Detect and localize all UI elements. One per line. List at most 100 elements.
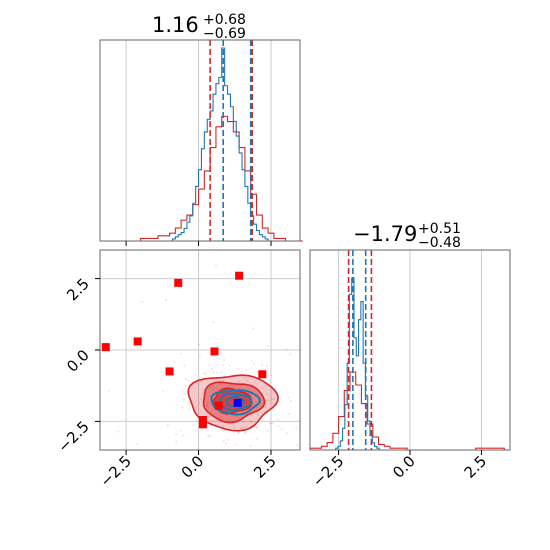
scatter-point <box>141 301 144 304</box>
histogram-param-1 <box>99 39 303 246</box>
scatter-point <box>245 380 247 383</box>
scatter-point <box>219 416 222 419</box>
scatter-point <box>184 384 187 387</box>
scatter-point <box>215 387 218 389</box>
scatter-point <box>107 389 110 392</box>
scatter-point <box>188 408 191 410</box>
scatter-point <box>228 364 231 367</box>
joint-ytick-label-0: −2.5 <box>54 418 92 456</box>
scatter-point <box>188 402 191 405</box>
scatter-point <box>198 343 200 346</box>
scatter-point <box>260 412 263 415</box>
scatter-point <box>277 425 280 428</box>
scatter-point <box>203 371 205 374</box>
red-square-marker-7 <box>214 401 223 410</box>
scatter-point <box>206 404 209 407</box>
scatter-point <box>265 404 267 407</box>
scatter-point <box>209 424 212 427</box>
scatter-point <box>209 435 212 437</box>
hist2-blue-series <box>335 277 380 450</box>
scatter-point <box>217 389 220 391</box>
scatter-point <box>242 421 245 424</box>
param-1-upper-error: +0.68 <box>203 12 246 28</box>
scatter-point <box>206 401 209 404</box>
scatter-point <box>176 461 178 463</box>
scatter-point <box>204 398 207 401</box>
scatter-point <box>222 379 225 382</box>
scatter-point <box>252 327 255 330</box>
scatter-point <box>267 399 270 402</box>
joint-inner <box>79 264 430 463</box>
scatter-point <box>243 377 246 379</box>
scatter-point <box>267 429 270 432</box>
scatter-point <box>268 422 271 425</box>
scatter-point <box>289 353 292 356</box>
scatter-point <box>214 379 217 382</box>
red-square-marker-4 <box>165 367 174 376</box>
scatter-point <box>215 264 217 267</box>
scatter-point <box>273 398 275 401</box>
scatter-point <box>256 426 258 429</box>
param-1-median: 1.16 <box>152 13 199 37</box>
scatter-point <box>175 440 178 443</box>
scatter-point <box>249 381 252 384</box>
scatter-point <box>240 426 243 429</box>
joint-scatter-contour-panel: −2.5 0.0 2.5 −2.5 0.0 2.5 <box>54 249 430 491</box>
scatter-point <box>270 374 273 377</box>
scatter-point <box>212 386 215 389</box>
scatter-point <box>242 427 245 429</box>
hist1-blue-series <box>171 47 269 241</box>
scatter-point <box>244 432 247 435</box>
scatter-point <box>238 387 240 390</box>
scatter-point <box>206 404 209 407</box>
histogram-param-2: −2.5 0.0 2.5 <box>309 249 511 491</box>
scatter-point <box>287 396 290 399</box>
joint-ytick-label-1: 0.0 <box>63 346 93 376</box>
scatter-point <box>250 421 253 423</box>
param-1-title: 1.16 <box>152 13 199 37</box>
blue-contour-0 <box>210 389 261 416</box>
scatter-point <box>229 418 232 421</box>
scatter-point <box>250 360 253 362</box>
scatter-point <box>272 422 274 425</box>
scatter-point <box>267 344 270 347</box>
scatter-point <box>288 413 291 416</box>
scatter-point <box>212 388 215 391</box>
scatter-point <box>219 461 221 463</box>
red-square-marker-1 <box>133 337 142 346</box>
scatter-point <box>277 418 280 421</box>
scatter-point <box>201 392 204 395</box>
scatter-point <box>211 367 214 370</box>
scatter-point <box>253 425 256 428</box>
scatter-point <box>194 373 197 376</box>
scatter-point <box>208 415 211 418</box>
scatter-point <box>271 398 273 401</box>
joint-xtick-label-1: 0.0 <box>178 452 208 482</box>
scatter-point <box>209 386 212 389</box>
scatter-point <box>179 352 182 355</box>
param-2-title: −1.79 <box>353 222 417 246</box>
scatter-point <box>304 389 306 391</box>
hist2-xtick-label-1: 0.0 <box>389 452 419 482</box>
scatter-point <box>208 364 211 366</box>
scatter-point <box>257 414 259 417</box>
scatter-point <box>187 379 190 382</box>
scatter-point <box>265 385 268 387</box>
hist2-xtick-label-0: −2.5 <box>309 452 347 490</box>
scatter-point <box>175 433 177 436</box>
scatter-point <box>296 444 299 447</box>
red-square-marker-0 <box>101 343 110 352</box>
param-1-lower-error: −0.69 <box>203 26 246 42</box>
scatter-point <box>428 441 430 443</box>
joint-ytick-label-2: 2.5 <box>63 275 93 305</box>
scatter-point <box>188 404 190 407</box>
scatter-point <box>254 381 256 384</box>
scatter-point <box>79 460 81 462</box>
scatter-point <box>266 393 269 396</box>
scatter-point <box>182 434 185 437</box>
param-2-median: −1.79 <box>353 222 417 246</box>
scatter-point <box>295 426 298 429</box>
red-square-marker-5 <box>210 347 219 356</box>
scatter-point <box>181 406 184 409</box>
scatter-point <box>232 424 235 427</box>
